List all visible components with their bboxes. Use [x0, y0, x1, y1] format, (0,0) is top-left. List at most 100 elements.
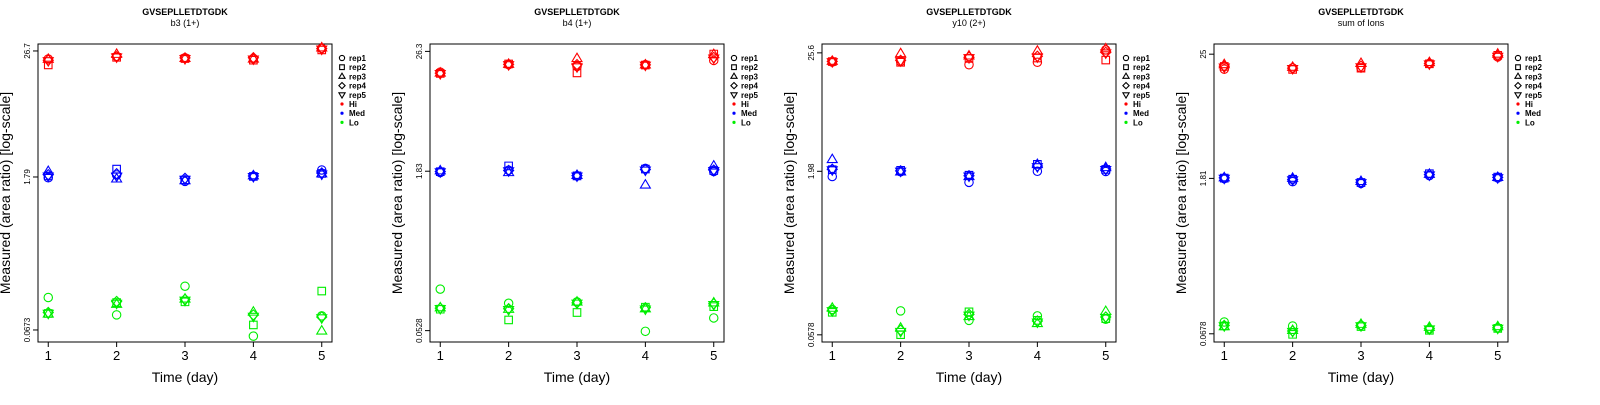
data-point [503, 298, 514, 309]
legend-label-hi: Hi [741, 100, 749, 109]
data-point [315, 170, 328, 181]
data-point [1355, 322, 1367, 333]
x-tick-label: 4 [642, 348, 649, 363]
legend-dot-lo [340, 120, 344, 124]
legend-dot-lo [1516, 120, 1520, 124]
x-axis-label: Time (day) [1328, 369, 1394, 385]
data-point [1423, 60, 1436, 71]
data-point [894, 165, 907, 176]
data-point [1356, 63, 1366, 73]
data-point [707, 167, 720, 178]
y-tick-label: 26.7 [23, 43, 32, 59]
data-point [1218, 63, 1231, 74]
data-point [179, 292, 191, 303]
data-point [42, 172, 55, 183]
data-point [1031, 53, 1044, 64]
legend-label-hi: Hi [1525, 100, 1533, 109]
data-point [1423, 171, 1436, 182]
x-tick-label: 5 [1494, 348, 1501, 363]
x-tick-label: 2 [113, 348, 120, 363]
x-tick-label: 4 [1034, 348, 1041, 363]
data-point [827, 307, 837, 317]
legend-label-rep5: rep5 [1133, 91, 1150, 100]
chart-title: GVSEPLLETDTGDK [534, 7, 620, 17]
legend-marker-rep5 [1121, 92, 1131, 100]
legend-dot-med [1124, 111, 1128, 115]
legend-dot-med [340, 111, 344, 115]
legend-marker-rep2 [1515, 64, 1521, 71]
data-point [43, 60, 53, 70]
data-point [639, 61, 652, 72]
legend-dot-lo [732, 120, 736, 124]
data-point [826, 301, 839, 312]
x-axis-label: Time (day) [936, 369, 1002, 385]
data-point [639, 302, 652, 313]
x-tick-label: 1 [45, 348, 52, 363]
legend-label-rep5: rep5 [1525, 91, 1542, 100]
x-tick-label: 1 [437, 348, 444, 363]
data-point [963, 311, 975, 322]
data-point [1423, 325, 1436, 336]
data-point [1032, 311, 1043, 321]
data-point [1286, 323, 1299, 334]
data-point [315, 45, 328, 56]
y-tick-label: 1.81 [1199, 170, 1208, 186]
data-point [43, 171, 53, 181]
data-point [826, 166, 839, 177]
data-point [826, 54, 839, 65]
data-point [180, 297, 190, 307]
legend-label-rep3: rep3 [1133, 72, 1150, 81]
data-point [1286, 327, 1299, 338]
data-point [247, 312, 260, 323]
data-point [42, 165, 55, 176]
data-point [110, 297, 123, 308]
x-tick-label: 5 [1102, 348, 1109, 363]
legend-label-rep5: rep5 [741, 91, 758, 100]
legend-label-med: Med [1525, 109, 1541, 118]
x-tick-label: 2 [897, 348, 904, 363]
data-point [894, 47, 907, 58]
legend-marker-rep1 [730, 54, 738, 62]
data-point [435, 284, 446, 294]
data-point [249, 320, 258, 330]
legend-marker-rep3 [729, 72, 739, 79]
data-point [179, 296, 191, 307]
data-point [110, 167, 123, 180]
legend-dot-hi [340, 102, 344, 106]
data-point [1491, 171, 1504, 182]
y-axis-label: Measured (area ratio) [log-scale] [781, 92, 797, 294]
data-point [1491, 324, 1504, 335]
x-tick-label: 5 [710, 348, 717, 363]
data-point [248, 331, 259, 341]
data-point [1099, 42, 1112, 53]
legend-label-rep1: rep1 [349, 54, 366, 63]
data-point [571, 52, 583, 63]
chart-subtitle: y10 (2+) [952, 18, 985, 28]
legend-marker-rep1 [338, 54, 346, 62]
data-point [42, 57, 55, 68]
data-point [1425, 325, 1434, 335]
data-point [1099, 165, 1112, 177]
x-tick-label: 5 [318, 348, 325, 363]
data-point [434, 304, 447, 316]
data-point [434, 66, 447, 77]
data-point [894, 327, 907, 338]
legend-label-med: Med [1133, 109, 1149, 118]
legend-dot-med [732, 111, 736, 115]
data-point [434, 301, 447, 312]
data-point [708, 55, 719, 66]
legend-label-rep5: rep5 [349, 91, 366, 100]
legend-label-rep3: rep3 [741, 72, 758, 81]
data-point [1423, 167, 1436, 178]
data-point [1288, 330, 1297, 339]
data-point [1099, 305, 1112, 316]
data-point [317, 286, 327, 296]
legend-marker-rep4 [1514, 81, 1522, 90]
data-point [42, 309, 55, 320]
legend-marker-rep2 [731, 64, 737, 71]
data-point [895, 306, 906, 316]
data-point [1286, 176, 1299, 187]
